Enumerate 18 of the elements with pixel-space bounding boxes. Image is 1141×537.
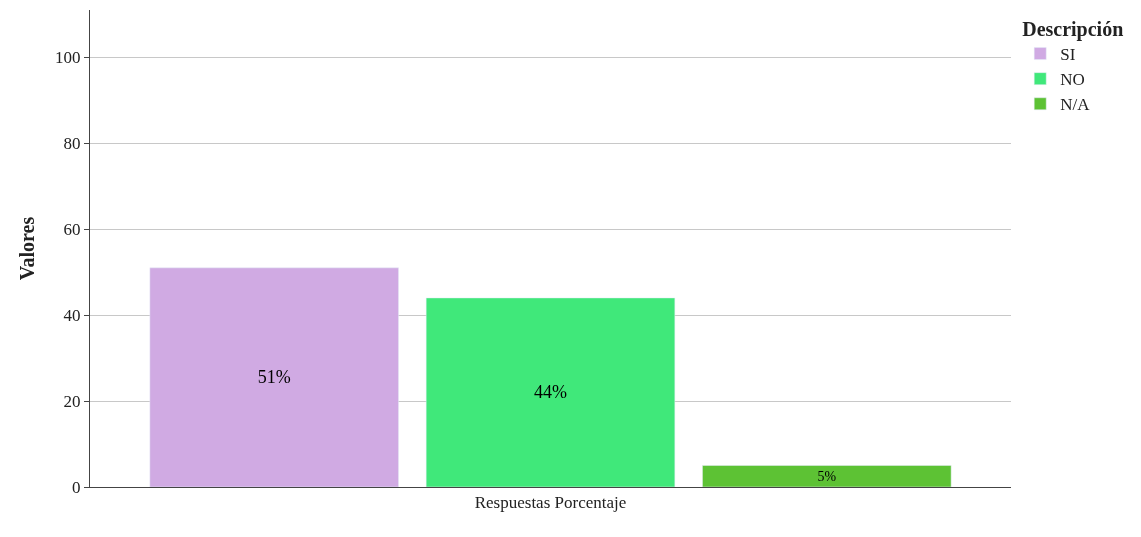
- x-tick-label: Respuestas Porcentaje: [474, 493, 627, 513]
- data-label: 51%: [257, 367, 291, 388]
- y-tick-label: 60: [63, 220, 81, 240]
- data-label: 44%: [534, 382, 568, 403]
- y-axis-title: Valores: [15, 216, 38, 281]
- legend-label: N/A: [1060, 95, 1091, 115]
- y-tick-label: 100: [55, 48, 81, 68]
- y-tick-label: 40: [63, 306, 81, 326]
- data-label: 5%: [817, 468, 837, 484]
- bar: [425, 297, 676, 487]
- y-tick-label: 20: [63, 392, 81, 411]
- legend-label: NO: [1060, 70, 1085, 90]
- bar: [149, 267, 399, 487]
- legend-title: Descripción: [1022, 18, 1124, 41]
- y-tick-label: 80: [63, 134, 81, 154]
- y-tick-label: 0: [72, 477, 81, 497]
- bar: [702, 465, 952, 487]
- legend-label: SI: [1060, 45, 1076, 65]
